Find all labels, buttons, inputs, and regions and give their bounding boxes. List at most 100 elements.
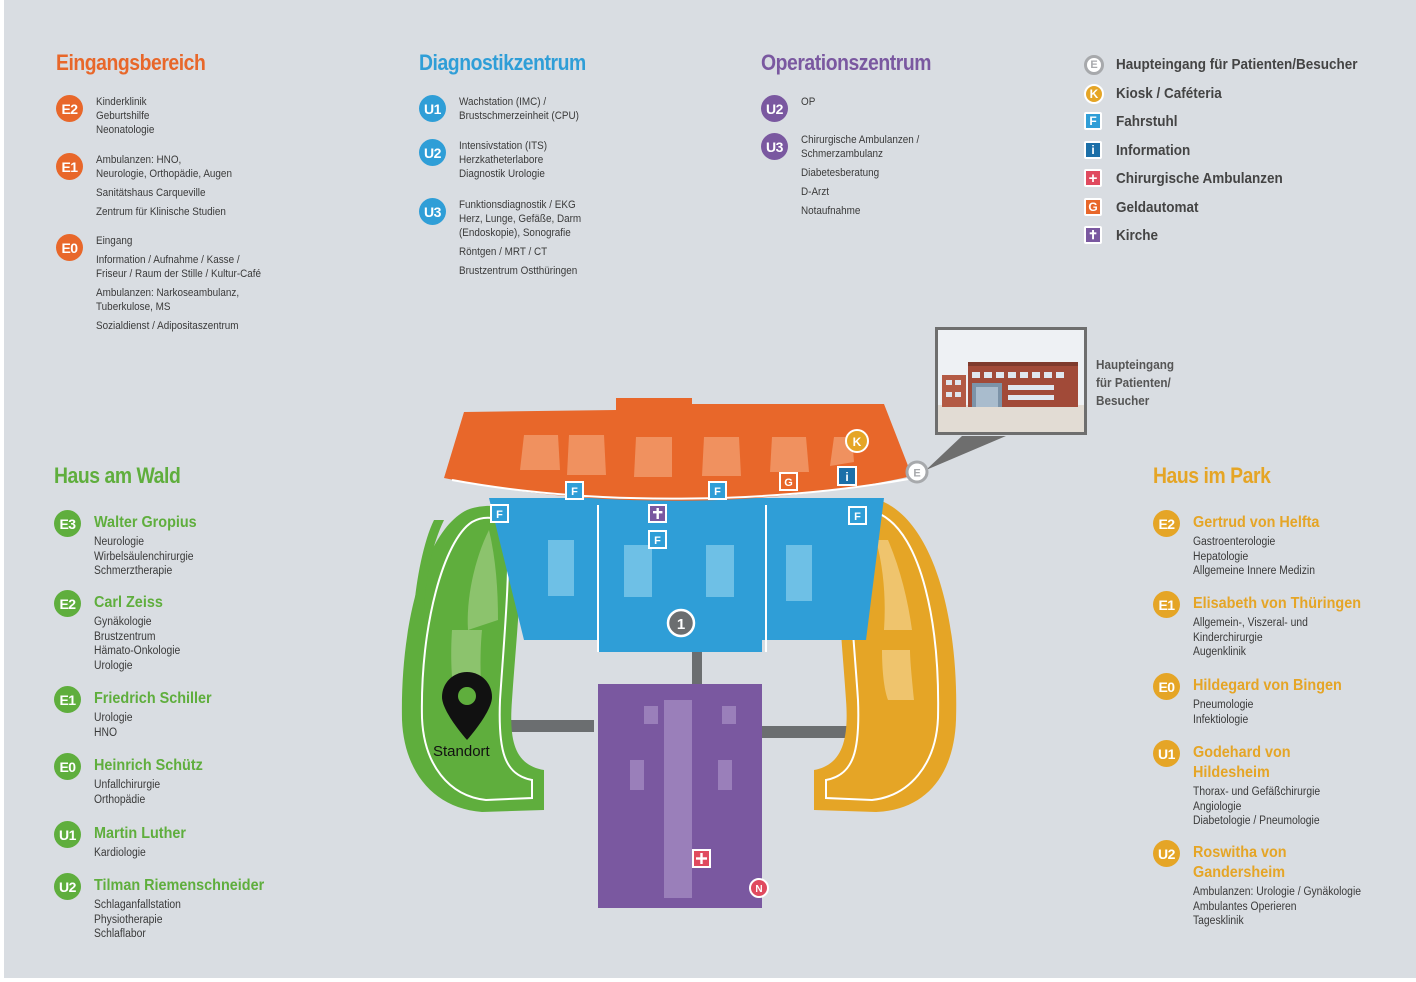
floor-departments: Godehard von Hildesheim Thorax- und Gefä… [1193,743,1400,829]
department-text: Wachstation (IMC) / Brustschmerzeinheit … [459,96,579,122]
department-text: Pneumologie Infektiologie [1193,699,1254,726]
information-glyph: i [845,470,848,484]
department-text: Kardiologie [94,847,146,859]
main-entrance-icon: E [1084,55,1104,75]
main-entrance-caption: Haupteingang für Patienten/ Besucher [1096,357,1175,408]
department-text: Zentrum für Klinische Studien [96,206,226,218]
department-text: Diabetesberatung [801,167,880,179]
legend-label: Geldautomat [1116,198,1199,216]
information-icon: i [1084,140,1102,159]
department-text: Urologie HNO [94,712,133,739]
corridor-connector [494,720,594,732]
wing-floor-name: Friedrich Schiller [94,690,212,707]
floor-departments: Heinrich Schütz Unfallchirurgie Orthopäd… [94,756,301,807]
elevator-icon: F [708,481,727,500]
floor-badge: U1 [419,95,446,122]
wing-floor-name: Roswitha von Gandersheim [1193,844,1287,881]
department-text: Chirurgische Ambulanzen / Schmerzambulan… [801,134,920,160]
elevator-icon: F [1084,112,1102,130]
department-text: Allgemein-, Viszeral- und Kinderchirurgi… [1193,617,1308,658]
church-icon: ✝ [1084,226,1102,244]
department-text: D-Arzt [801,186,830,198]
floor-departments: Kinderklinik Geburtshilfe Neonatologie [96,95,303,137]
diagnostikzentrum-building [489,498,884,652]
kiosk-icon: K [1084,83,1104,104]
site-map-page: { "sections": { "eingangsbereich": { "ti… [4,0,1416,978]
legend-label: Fahrstuhl [1116,113,1178,130]
emergency-icon: N [749,878,769,898]
floor-badge: E2 [54,590,81,617]
wing-floor-name: Elisabeth von Thüringen [1193,595,1362,612]
legend-label: Information [1116,141,1191,159]
floor-badge: U2 [761,95,788,122]
floor-badge: E3 [54,510,81,537]
elevator-glyph: F [714,486,721,498]
atm-icon: G [779,472,798,491]
wing-floor-name: Carl Zeiss [94,594,163,611]
main-entrance-photo [935,327,1087,435]
floor-badge: E0 [54,753,81,780]
legend-label: Kiosk / Caféteria [1116,84,1222,102]
building-number-icon: 1 [666,608,696,638]
floor-badge: U1 [1153,740,1180,767]
floor-badge: U2 [1153,840,1180,867]
department-text: Unfallchirurgie Orthopädie [94,779,161,806]
wing-floor-name: Godehard von Hildesheim [1193,744,1291,781]
floor-departments: Elisabeth von Thüringen Allgemein-, Visz… [1193,594,1400,660]
floor-departments: Intensivstation (ITS) Herzkatheterlabore… [459,139,666,181]
department-text: Ambulanzen: Narkoseambulanz, Tuberkulose… [96,287,240,313]
floor-badge: E0 [56,234,83,261]
floor-departments: Martin Luther Kardiologie [94,824,301,861]
department-text: Röntgen / MRT / CT [459,246,548,258]
department-text: Information / Aufnahme / Kasse / Friseur… [96,254,262,280]
department-text: Thorax- und Gefäßchirurgie Angiologie Di… [1193,786,1321,827]
wing-floor-name: Walter Gropius [94,514,197,531]
floor-badge: U1 [54,821,81,848]
department-text: Sozialdienst / Adipositaszentrum [96,320,239,332]
wing-floor-name: Hildegard von Bingen [1193,677,1342,694]
wing-floor-name: Heinrich Schütz [94,757,203,774]
department-text: Intensivstation (ITS) Herzkatheterlabore… [459,140,548,180]
floor-departments: Friedrich Schiller Urologie HNO [94,689,301,740]
section-title-haus-im-park: Haus im Park [1153,463,1271,488]
wing-floor-name: Tilman Riemenschneider [94,877,265,894]
corridor-connector [760,726,864,738]
legend-label: Kirche [1116,227,1159,244]
elevator-glyph: F [654,535,661,547]
department-text: Eingang [96,235,133,247]
department-text: Neurologie Wirbelsäulenchirurgie Schmerz… [94,536,194,577]
floor-badge: U2 [54,873,81,900]
elevator-glyph: F [854,511,861,523]
elevator-icon: F [565,481,584,500]
elevator-icon: F [848,506,867,525]
legend-label: Haupteingang für Patienten/Besucher [1116,56,1358,73]
department-text: Brustzentrum Ostthüringen [459,265,578,277]
floor-departments: Ambulanzen: HNO, Neurologie, Orthopädie,… [96,153,303,219]
floor-departments: Chirurgische Ambulanzen / Schmerzambulan… [801,133,1008,218]
floor-departments: Gertrud von Helfta Gastroenterologie Hep… [1193,513,1400,579]
atm-icon: G [1084,197,1102,216]
legend-label: Chirurgische Ambulanzen [1116,170,1283,187]
kiosk-glyph: K [853,435,862,449]
church-icon [648,504,667,523]
elevator-glyph: F [496,509,503,521]
department-text: Ambulanzen: HNO, Neurologie, Orthopädie,… [96,154,232,180]
main-entrance-icon: E [905,460,929,484]
wing-floor-name: Martin Luther [94,825,186,842]
floor-badge: E1 [1153,591,1180,618]
section-title-haus-am-wald: Haus am Wald [54,463,181,488]
floor-departments: Walter Gropius Neurologie Wirbelsäulench… [94,513,301,579]
floor-badge: E0 [1153,673,1180,700]
floor-departments: Eingang Information / Aufnahme / Kasse /… [96,234,303,333]
operationszentrum-building [598,684,762,908]
department-text: Notaufnahme [801,205,861,217]
elevator-glyph: F [571,486,578,498]
photo-callout-pointer [926,436,1006,470]
floor-departments: Hildegard von Bingen Pneumologie Infekti… [1193,676,1400,727]
wing-floor-name: Gertrud von Helfta [1193,514,1320,531]
department-text: Sanitätshaus Carqueville [96,187,206,199]
floor-badge: U3 [761,133,788,160]
department-text: Gastroenterologie Hepatologie Allgemeine… [1193,536,1315,577]
floor-badge: E1 [56,153,83,180]
section-title-diagnostikzentrum: Diagnostikzentrum [419,50,586,75]
